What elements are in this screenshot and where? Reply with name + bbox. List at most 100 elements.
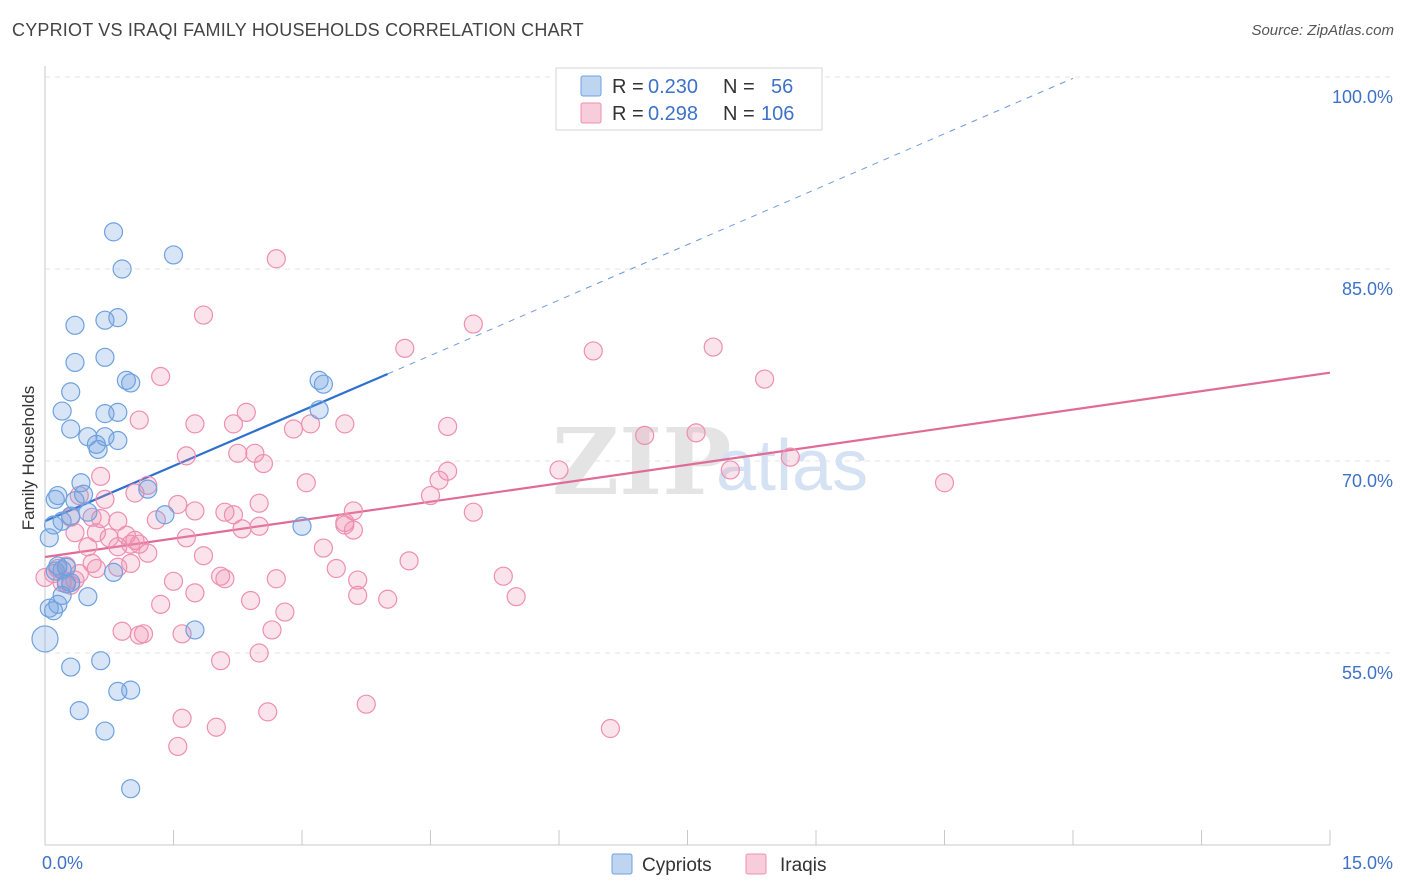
point-iraqis-0 <box>266 249 286 269</box>
point-iraqis-38 <box>249 493 269 513</box>
point-cypriots-26 <box>45 489 65 509</box>
point-iraqis-63 <box>313 538 334 558</box>
trend-line-cypriots <box>44 372 389 523</box>
point-cypriots-38 <box>56 557 77 577</box>
y-tick-label-2: 70.0% <box>1342 471 1393 491</box>
point-iraqis-34 <box>95 489 115 509</box>
point-iraqis-4 <box>583 341 603 361</box>
point-iraqis-92 <box>335 515 355 535</box>
point-cypriots-1 <box>163 245 184 265</box>
point-iraqis-100 <box>172 708 192 728</box>
point-iraqis-62 <box>193 546 214 566</box>
legend-box <box>555 67 823 131</box>
points-layer <box>31 222 955 799</box>
legend-swatch-cypriots <box>580 75 602 97</box>
point-iraqis-44 <box>108 511 128 531</box>
point-iraqis-85 <box>185 583 205 603</box>
point-cypriots-42 <box>56 574 77 594</box>
point-cypriots-9 <box>121 373 141 393</box>
point-iraqis-23 <box>549 460 569 480</box>
point-iraqis-97 <box>262 620 282 640</box>
point-iraqis-49 <box>249 516 269 536</box>
point-iraqis-15 <box>438 416 458 437</box>
point-cypriots-2 <box>112 259 132 279</box>
y-tick-labels: 100.0% 85.0% 70.0% 55.0% <box>1332 87 1393 683</box>
legend-swatch-iraqis <box>580 102 602 124</box>
point-cypriots-0 <box>103 222 124 242</box>
point-cypriots-7 <box>65 352 85 373</box>
point-cypriots-55 <box>95 721 115 741</box>
point-iraqis-102 <box>258 702 278 722</box>
point-iraqis-88 <box>506 587 526 607</box>
point-iraqis-30 <box>429 470 449 490</box>
point-iraqis-101 <box>206 717 226 737</box>
series-legend-label-cypriots: Cypriots <box>642 855 712 876</box>
y-tick-label-0: 100.0% <box>1332 87 1393 107</box>
point-cypriots-24 <box>71 473 91 493</box>
point-cypriots-15 <box>108 402 128 422</box>
point-cypriots-48 <box>185 620 205 640</box>
point-iraqis-24 <box>720 460 740 480</box>
point-iraqis-1 <box>193 305 214 325</box>
point-iraqis-75 <box>266 569 286 589</box>
point-iraqis-17 <box>686 423 706 443</box>
series-legend-swatch-iraqis <box>745 853 767 875</box>
point-cypriots-35 <box>39 528 59 548</box>
chart-source: Source: ZipAtlas.com <box>1251 22 1394 39</box>
point-cypriots-12 <box>313 374 334 394</box>
point-cypriots-33 <box>155 505 175 525</box>
point-iraqis-31 <box>420 485 441 506</box>
legend-n-label-iraqis: N = <box>723 103 755 125</box>
point-iraqis-18 <box>780 447 800 467</box>
point-cypriots-4 <box>65 315 85 335</box>
point-iraqis-58 <box>176 528 196 548</box>
trend-layer <box>44 77 1331 559</box>
point-iraqis-40 <box>463 502 483 522</box>
series-legend: Cypriots Iraqis <box>611 853 826 876</box>
point-iraqis-9 <box>129 410 149 430</box>
point-iraqis-68 <box>121 553 141 574</box>
correlation-legend: R = 0.230 N = 56 R = 0.298 N = 106 <box>555 67 823 131</box>
point-iraqis-22 <box>253 453 274 474</box>
point-iraqis-90 <box>241 590 261 611</box>
point-iraqis-2 <box>463 314 483 334</box>
point-cypriots-6 <box>95 347 115 367</box>
point-iraqis-59 <box>78 537 98 557</box>
point-iraqis-61 <box>138 543 158 563</box>
point-cypriots-28 <box>65 491 85 511</box>
point-cypriots-10 <box>61 382 81 402</box>
y-tick-label-1: 85.0% <box>1342 279 1393 299</box>
axis-layer <box>44 66 1331 846</box>
point-iraqis-10 <box>185 414 205 434</box>
chart-title: CYPRIOT VS IRAQI FAMILY HOUSEHOLDS CORRE… <box>12 20 584 40</box>
point-cypriots-56 <box>121 779 141 799</box>
point-iraqis-46 <box>223 505 244 525</box>
point-cypriots-50 <box>91 651 111 671</box>
x-tick-label-max: 15.0% <box>1342 853 1393 873</box>
point-iraqis-82 <box>163 571 184 591</box>
point-iraqis-87 <box>378 589 398 609</box>
point-iraqis-105 <box>168 736 188 757</box>
point-cypriots-34 <box>292 516 312 536</box>
point-iraqis-72 <box>35 567 55 588</box>
series-legend-label-iraqis: Iraqis <box>780 855 826 876</box>
point-cypriots-43 <box>52 585 72 606</box>
grid-layer <box>45 76 1392 654</box>
point-cypriots-32 <box>43 515 64 535</box>
legend-r-label-iraqis: R = <box>612 103 644 125</box>
point-iraqis-77 <box>493 566 513 586</box>
point-iraqis-13 <box>300 414 321 434</box>
point-iraqis-95 <box>133 624 154 644</box>
point-iraqis-19 <box>176 446 196 466</box>
point-iraqis-35 <box>168 494 188 515</box>
point-iraqis-14 <box>335 414 355 434</box>
point-iraqis-11 <box>223 414 244 434</box>
point-iraqis-91 <box>275 602 295 622</box>
point-iraqis-16 <box>635 425 655 445</box>
trend-line-extension-cypriots <box>387 77 1074 375</box>
point-iraqis-60 <box>108 537 128 557</box>
point-cypriots-47 <box>39 598 59 618</box>
point-iraqis-99 <box>211 651 231 671</box>
point-cypriots-22 <box>88 439 108 460</box>
point-iraqis-29 <box>296 473 316 493</box>
